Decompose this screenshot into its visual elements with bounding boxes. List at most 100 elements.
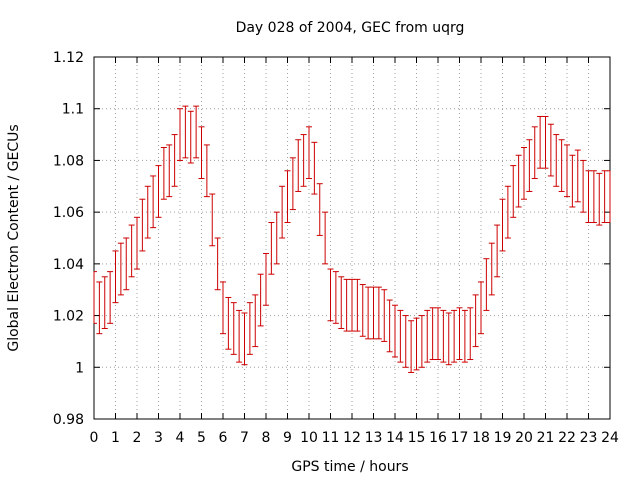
x-tick-labels: 0 1 2 3 4 5 6 7 8 9 10 11 12 13 14 15 16 17 18 19 20 21 22 23 24 [90,430,619,446]
x-tick-label: 20 [515,430,533,446]
error-bar-point [198,126,205,180]
y-axis-label: Global Electron Content / GECUs [6,124,22,351]
error-bar-point [166,144,173,198]
x-tick-label: 21 [537,430,555,446]
x-tick-label: 14 [386,430,404,446]
y-tick-label: 0.98 [53,412,84,428]
error-bar-point [203,144,210,198]
error-bar-point [171,134,178,187]
error-bar-point [284,170,291,223]
error-bar-point [408,320,415,373]
error-bar-point [150,175,157,229]
error-bar-point [381,289,388,342]
error-bar-point [483,258,490,311]
error-bar-point [128,224,135,278]
y-tick-label: 1.04 [53,257,84,273]
error-bar-point [590,170,597,223]
error-bar-point [112,250,119,304]
error-bar-point [359,284,366,337]
error-bar-point [451,309,458,363]
x-tick-label: 11 [322,430,340,446]
x-tick-label: 10 [300,430,318,446]
error-bar-point [93,271,97,324]
x-tick-label: 18 [472,430,490,446]
error-bar-point [413,317,420,371]
error-bar-point [117,242,124,296]
error-bar-point [440,309,447,363]
error-bar-point [123,237,130,291]
y-tick-label: 1 [75,360,84,376]
error-bar-point [327,268,334,322]
error-bar-point [499,198,506,252]
error-bar-point [397,309,404,363]
x-tick-label: 24 [601,430,619,446]
x-tick-label: 22 [558,430,576,446]
error-bar-point [510,165,517,218]
error-bar-point [607,170,611,223]
error-bar-point [354,278,361,332]
error-bar-point [155,165,162,218]
error-bar-point [467,307,474,361]
error-bar-point [214,237,221,291]
error-bar-point [375,286,382,340]
x-tick-label: 6 [219,430,228,446]
error-bar-point [445,312,452,366]
error-bar-point [139,198,146,252]
error-bar-point [478,281,484,335]
error-bar-point [316,183,323,236]
error-bar-point [424,309,431,363]
x-tick-label: 15 [408,430,426,446]
error-bar-point [574,149,581,203]
error-bar-point [257,273,264,327]
x-tick-label: 3 [154,430,163,446]
error-bar-point [289,157,296,211]
error-bar-point [343,278,350,332]
error-bar-point [531,126,538,180]
error-bar-point [547,123,554,177]
error-bar-point [295,139,302,192]
error-bar-point [182,105,189,159]
error-bar-point [461,309,468,363]
error-bar-point [187,110,194,164]
x-tick-label: 12 [343,430,361,446]
error-bar-point [107,271,114,324]
x-tick-label: 8 [262,430,271,446]
error-bar-point [322,211,329,265]
error-bar-point [585,170,592,223]
error-bar-point [209,193,216,247]
error-bar-point [300,134,307,187]
x-tick-label: 0 [90,430,99,446]
error-bar-point [402,315,409,368]
y-tick-label: 1.1 [62,102,84,118]
error-bar-point [542,115,549,169]
y-tick-label: 1.02 [53,309,84,325]
error-bar-point [515,154,522,208]
error-bar-point [558,139,565,192]
y-tick-labels: 0.98 1 1.02 1.04 1.06 1.08 1.1 1.12 [53,50,84,428]
x-tick-label: 4 [176,430,185,446]
error-bar-point [263,253,269,306]
error-bar-point [488,242,495,296]
error-bar-point [521,147,527,200]
error-bar-point [580,159,587,213]
error-bar-point [225,296,232,350]
axis-ticks [93,56,611,420]
error-bar-point [418,315,425,368]
data-series [93,105,611,373]
error-bar-point [435,307,441,361]
error-bar-point [177,108,183,161]
error-bar-point [472,294,479,348]
error-bar-point [332,271,339,324]
error-bar-point [526,139,533,192]
error-bar-point [268,221,275,275]
error-bar-point [236,309,243,363]
y-tick-label: 1.12 [53,50,84,66]
error-bar-point [494,224,501,278]
x-tick-label: 2 [133,430,142,446]
x-tick-label: 19 [494,430,512,446]
error-bar-point [601,170,608,223]
error-bar-point [273,211,280,265]
error-bar-point [456,307,463,361]
error-bar-point [160,147,167,200]
error-bar-point [220,281,226,335]
